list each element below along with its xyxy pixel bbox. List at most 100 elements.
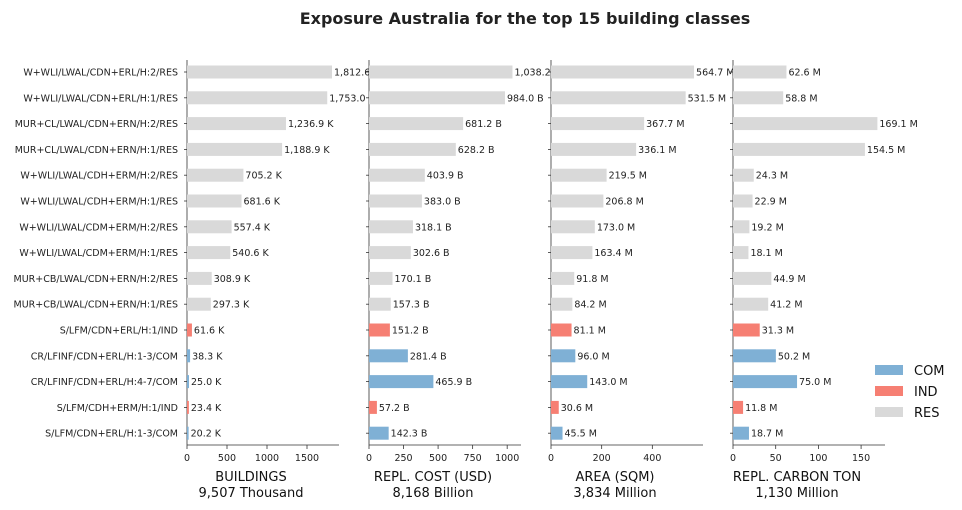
legend-entry-com: COM (875, 364, 945, 379)
bar-res (733, 142, 865, 156)
category-label: S/LFM/CDH+ERM/H:1/IND (57, 403, 178, 414)
bar-res (369, 168, 425, 182)
bar-res (187, 194, 242, 208)
bar-com (551, 375, 588, 389)
bar-res (369, 91, 505, 105)
x-tick-label: 0 (184, 453, 190, 464)
bar-res (733, 246, 749, 260)
legend-swatch (875, 407, 903, 417)
bar-res (551, 297, 573, 311)
value-label: 984.0 B (507, 93, 544, 104)
bar-res (369, 142, 456, 156)
value-label: 170.1 B (395, 274, 432, 285)
bar-res (187, 220, 232, 234)
value-label: 18.7 M (751, 429, 783, 440)
category-label: MUR+CB/LWAL/CDN+ERN/H:1/RES (14, 300, 179, 311)
bar-ind (551, 323, 572, 337)
category-label: W+WLI/LWAL/CDH+ERM/H:2/RES (20, 171, 178, 182)
x-tick-label: 500 (218, 453, 236, 464)
x-axis-label: REPL. CARBON TON (733, 470, 861, 485)
value-label: 297.3 K (213, 300, 250, 311)
value-label: 142.3 B (391, 429, 428, 440)
value-label: 1,812.6 K (334, 68, 380, 79)
bar-ind (551, 400, 559, 414)
panel-total: 3,834 Million (573, 486, 656, 501)
legend-label: COM (914, 364, 945, 379)
category-labels: W+WLI/LWAL/CDN+ERL/H:2/RES W+WLI/LWAL/CDN… (14, 68, 179, 440)
value-label: 22.9 M (755, 197, 787, 208)
value-label: 681.2 B (465, 119, 502, 130)
value-label: 336.1 M (638, 145, 676, 156)
value-label: 96.0 M (577, 351, 609, 362)
bar-ind (733, 400, 744, 414)
x-tick-label: 150 (852, 453, 870, 464)
category-label: S/LFM/CDN+ERL/H:1-3/COM (45, 429, 178, 440)
bar-res (369, 297, 391, 311)
value-label: 1,038.2 B (514, 68, 560, 79)
bar-com (369, 375, 434, 389)
category-label: W+WLI/LWAL/CDM+ERM/H:2/RES (19, 222, 178, 233)
bar-res (187, 142, 283, 156)
bar-com (733, 375, 798, 389)
value-label: 163.4 M (594, 248, 632, 259)
bar-ind (187, 323, 192, 337)
value-label: 18.1 M (750, 248, 782, 259)
bar-res (733, 194, 753, 208)
bar-res (187, 65, 333, 79)
x-tick-label: 750 (464, 453, 482, 464)
value-label: 173.0 M (597, 222, 635, 233)
value-label: 308.9 K (214, 274, 251, 285)
category-label: W+WLI/LWAL/CDH+ERM/H:1/RES (20, 197, 178, 208)
value-label: 302.6 B (413, 248, 450, 259)
bar-res (187, 271, 212, 285)
value-label: 281.4 B (410, 351, 447, 362)
bar-com (369, 349, 408, 363)
bar-res (551, 168, 607, 182)
bar-com (733, 349, 776, 363)
value-label: 564.7 M (696, 68, 734, 79)
category-label: W+WLI/LWAL/CDN+ERL/H:2/RES (23, 68, 178, 79)
value-label: 403.9 B (427, 171, 464, 182)
bar-res (187, 297, 211, 311)
value-label: 31.3 M (762, 326, 794, 337)
legend-label: IND (914, 385, 938, 400)
bar-com (733, 426, 749, 440)
category-label: W+WLI/LWAL/CDM+ERM/H:1/RES (19, 248, 178, 259)
bar-res (551, 194, 604, 208)
x-tick-label: 0 (548, 453, 554, 464)
value-label: 151.2 B (392, 326, 429, 337)
chart-title: Exposure Australia for the top 15 buildi… (300, 9, 751, 28)
bar-ind (369, 323, 390, 337)
bar-com (187, 349, 191, 363)
x-axis-label: BUILDINGS (215, 470, 286, 485)
value-label: 1,753.0 K (329, 93, 375, 104)
legend-swatch (875, 365, 903, 375)
legend-entry-res: RES (875, 406, 940, 421)
panel-total: 1,130 Million (755, 486, 838, 501)
value-label: 705.2 K (245, 171, 282, 182)
bar-res (369, 220, 413, 234)
legend-label: RES (914, 406, 940, 421)
value-label: 25.0 K (191, 377, 222, 388)
bar-res (733, 220, 750, 234)
bar-com (187, 375, 189, 389)
value-label: 20.2 K (191, 429, 222, 440)
bar-ind (369, 400, 377, 414)
x-tick-label: 0 (366, 453, 372, 464)
bar-res (551, 91, 686, 105)
x-axis-label: AREA (SQM) (575, 470, 654, 485)
bar-res (551, 246, 593, 260)
bar-res (733, 91, 784, 105)
category-label: S/LFM/CDN+ERL/H:1/IND (60, 326, 178, 337)
panel-total: 8,168 Billion (393, 486, 474, 501)
bar-res (187, 168, 244, 182)
value-label: 11.8 M (745, 403, 777, 414)
value-label: 206.8 M (605, 197, 643, 208)
category-label: CR/LFINF/CDN+ERL/H:1-3/COM (31, 351, 178, 362)
legend-entry-ind: IND (875, 385, 938, 400)
value-label: 540.6 K (232, 248, 269, 259)
value-label: 557.4 K (234, 222, 271, 233)
bar-com (369, 426, 389, 440)
value-label: 61.6 K (194, 326, 225, 337)
